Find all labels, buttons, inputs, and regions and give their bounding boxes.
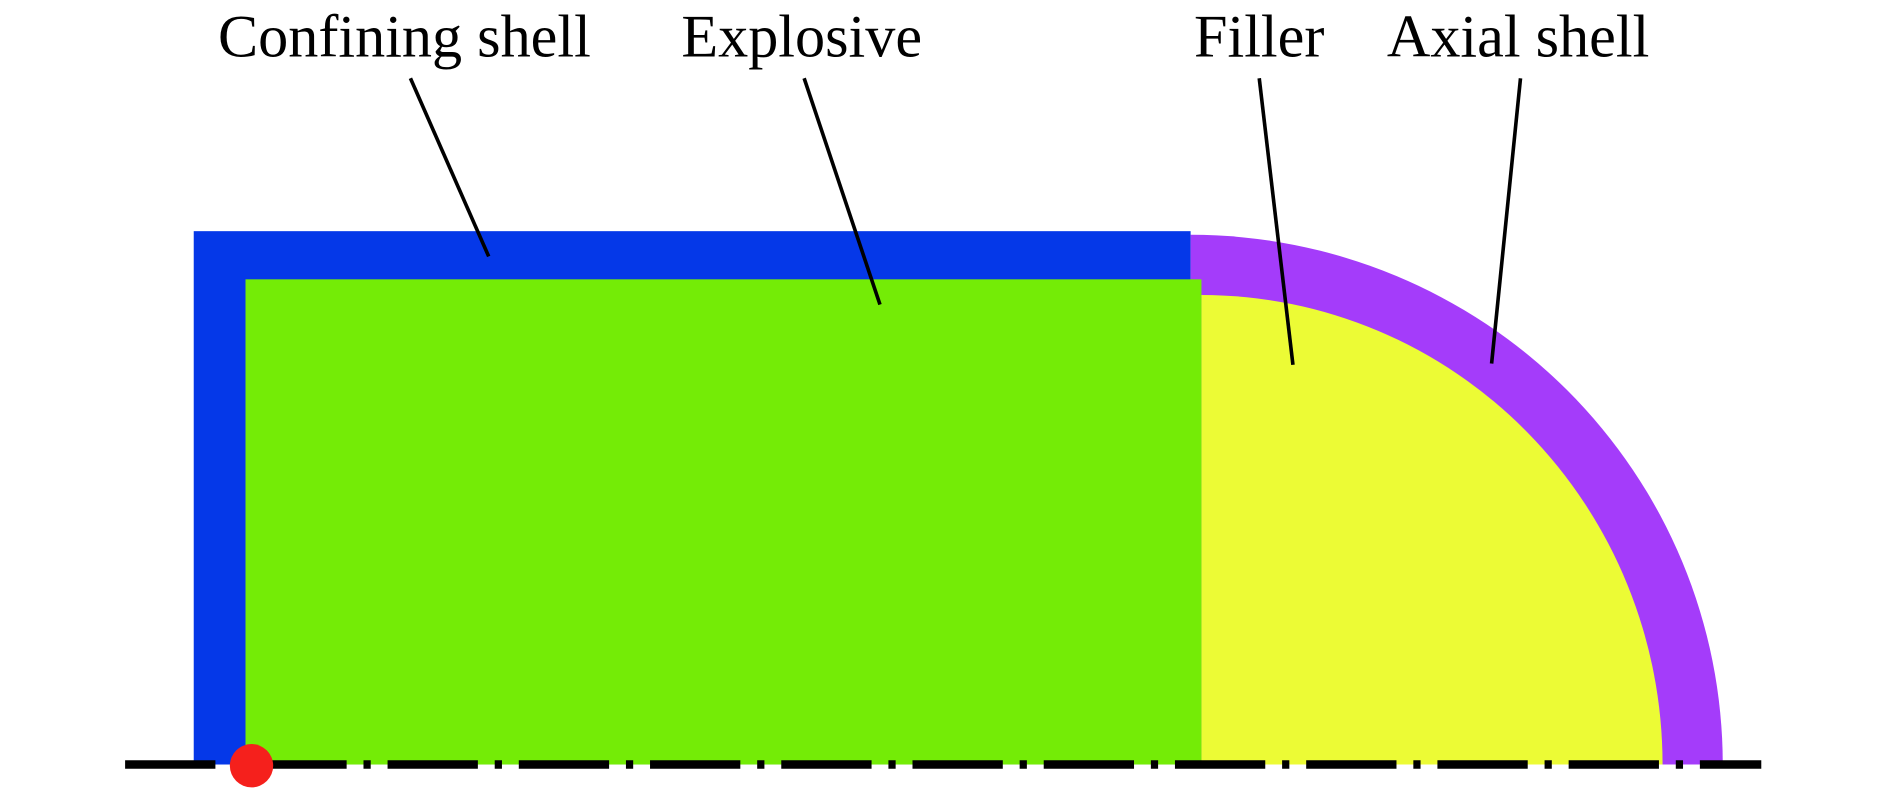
label: Filler xyxy=(1194,4,1324,71)
leader-line xyxy=(1257,78,1295,366)
leader-lines xyxy=(408,77,1523,366)
leader-line xyxy=(1489,78,1523,364)
label: Explosive xyxy=(681,4,922,71)
leader-line xyxy=(802,77,882,306)
leader-line xyxy=(408,77,491,258)
label: Confining shell xyxy=(218,4,591,71)
initiation-point xyxy=(229,744,274,788)
label: Axial shell xyxy=(1387,4,1649,71)
explosive xyxy=(245,279,1202,765)
filler xyxy=(1201,294,1663,765)
